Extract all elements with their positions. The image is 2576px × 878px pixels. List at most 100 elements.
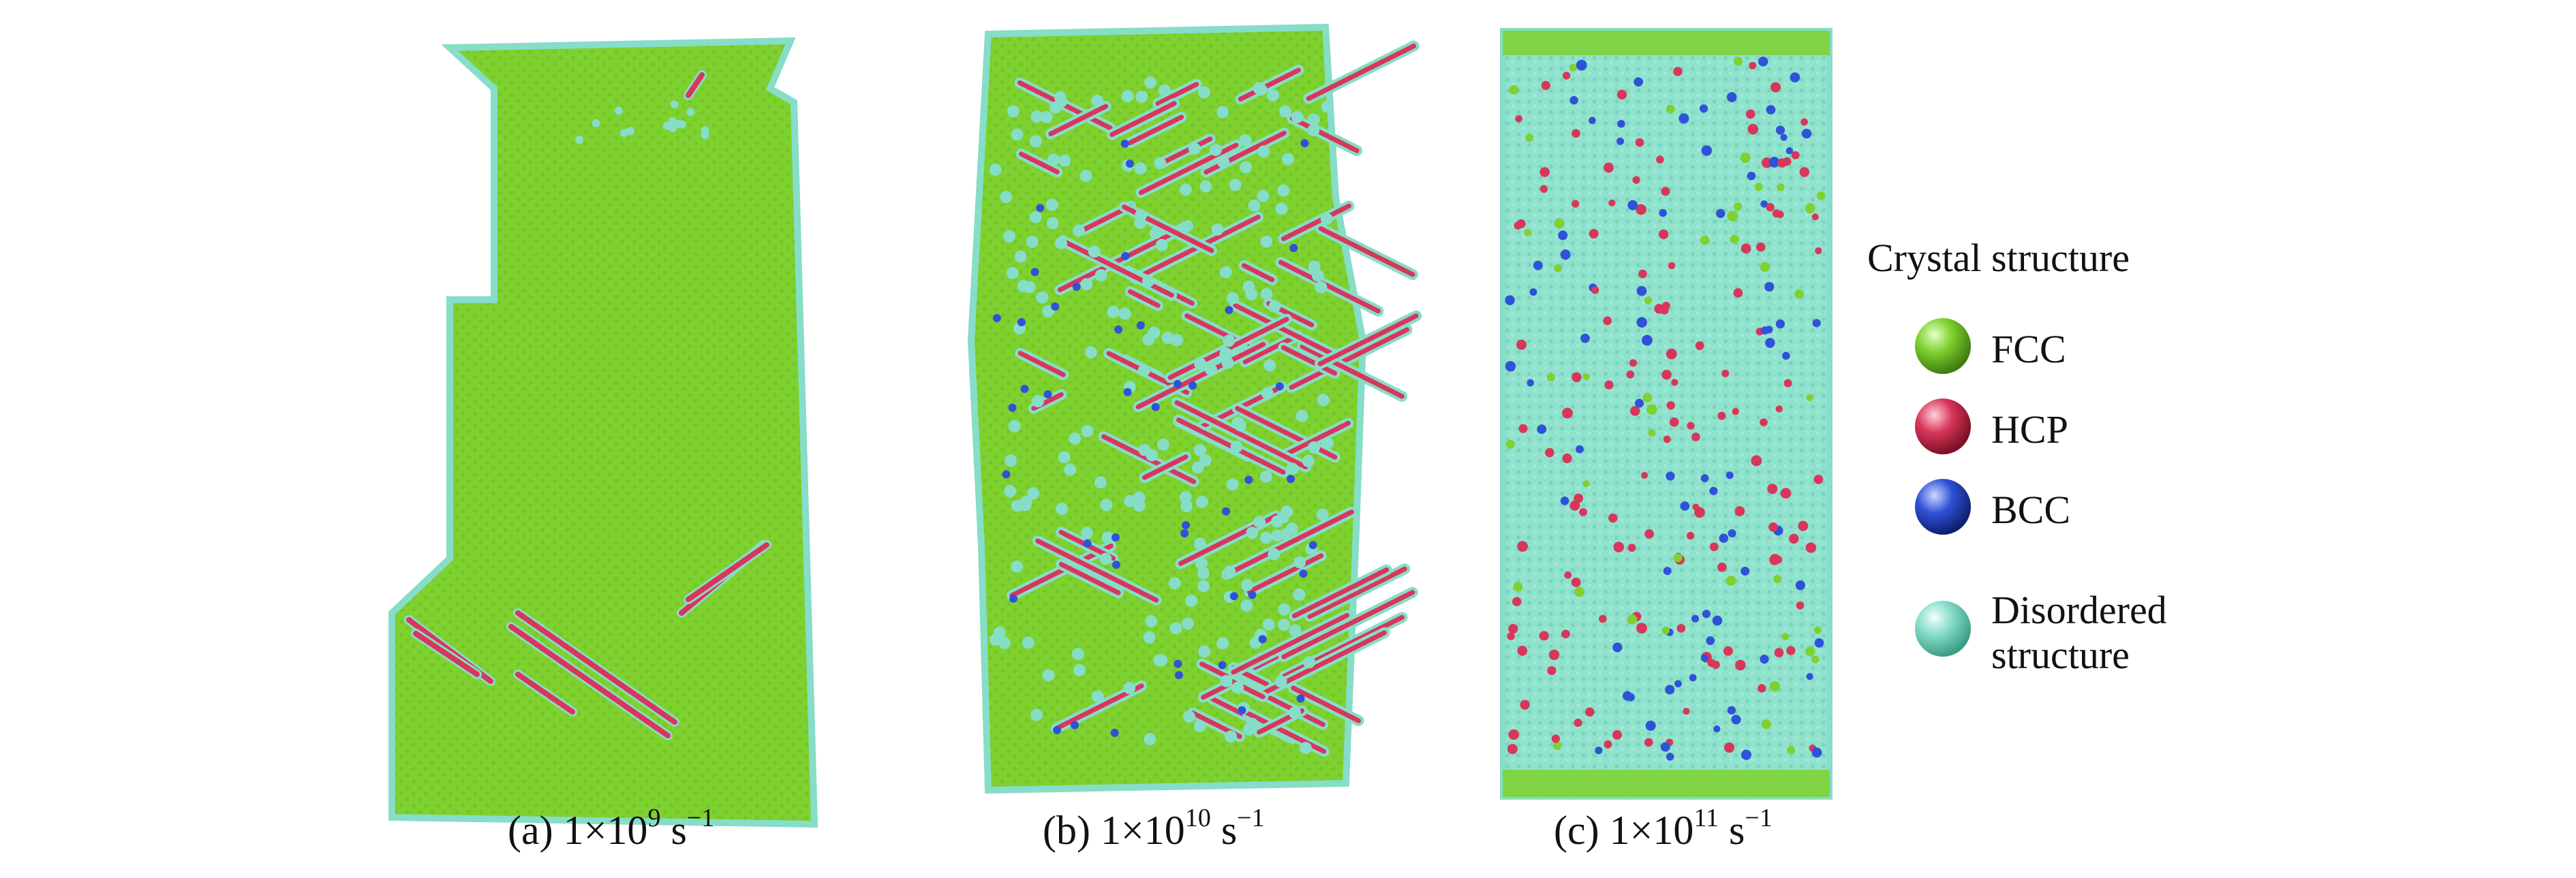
bcc-atom: [1248, 591, 1257, 599]
defect-atom: [1726, 471, 1734, 480]
defect-atom: [1541, 80, 1550, 91]
defect-atom: [1663, 435, 1671, 443]
defect-atom: [1569, 96, 1578, 105]
defect-atom: [1604, 380, 1614, 390]
panel-a-shear-bands: [404, 70, 771, 740]
disordered-atom: [1194, 357, 1207, 370]
hcp-band: [1306, 44, 1417, 101]
bcc-atom: [1008, 403, 1017, 412]
defect-atom: [1706, 636, 1715, 646]
hcp-band: [1289, 116, 1360, 153]
defect-atom: [1806, 672, 1813, 680]
disordered-atom: [1079, 170, 1092, 183]
hcp-band: [508, 624, 671, 738]
defect-atom: [1813, 474, 1824, 484]
defect-atom: [1666, 471, 1675, 481]
hcp-band: [1289, 327, 1410, 390]
hcp-band: [1155, 82, 1199, 106]
panel-c-defect-atoms: [1505, 57, 1826, 761]
defect-atom: [1576, 59, 1587, 71]
defect-atom: [1700, 104, 1708, 113]
disordered-atom: [1179, 490, 1192, 503]
disordered-atom: [1307, 124, 1320, 137]
disordered-atom: [1040, 111, 1053, 124]
disordered-atom: [1295, 409, 1308, 422]
disordered-atom: [1311, 269, 1324, 282]
disordered-atom: [1211, 223, 1224, 236]
disordered-atom: [1182, 710, 1195, 723]
disordered-atom: [1286, 462, 1299, 475]
defect-atom: [1805, 203, 1815, 214]
defect-atom: [1813, 626, 1822, 634]
hcp-band: [515, 672, 575, 715]
legend-item-fcc: FCC: [1915, 322, 2392, 383]
disordered-atom: [1199, 180, 1212, 193]
disordered-atom: [1158, 84, 1171, 97]
disordered-atom: [1069, 432, 1082, 445]
disordered-atom: [1073, 663, 1086, 676]
disordered-atom: [1203, 361, 1216, 374]
defect-atom: [1687, 531, 1695, 540]
defect-atom: [1805, 646, 1815, 657]
defect-atom: [1642, 392, 1653, 403]
defect-atom: [1814, 638, 1824, 648]
defect-atom: [1747, 171, 1756, 181]
disordered-atom: [1316, 508, 1329, 521]
disordered-atom: [1299, 742, 1312, 755]
defect-atom: [1627, 614, 1638, 625]
disordered-atom: [1161, 332, 1174, 345]
defect-atom: [1741, 243, 1751, 254]
disordered-atom: [1198, 645, 1211, 658]
defect-atom: [1766, 105, 1776, 114]
defect-atom: [1551, 734, 1561, 743]
disordered-atom: [1143, 631, 1156, 644]
defect-atom: [1773, 574, 1782, 583]
disordered-atom: [1046, 217, 1059, 230]
disordered-atom: [1317, 394, 1330, 407]
disordered-atom: [1246, 527, 1259, 539]
disordered-atom: [1267, 89, 1280, 102]
defect-atom: [1612, 730, 1623, 740]
disordered-atom: [1195, 495, 1208, 508]
disordered-atom: [1091, 690, 1104, 703]
defect-atom: [1669, 417, 1679, 427]
disordered-atom: [1014, 250, 1027, 263]
defect-atom: [1524, 228, 1532, 236]
defect-atom: [1782, 351, 1790, 360]
defect-atom: [1768, 157, 1780, 168]
disordered-atom: [1261, 387, 1274, 400]
panel-b-shear-bands: [989, 40, 1422, 757]
defect-atom: [1612, 642, 1623, 653]
bcc-atom: [1002, 470, 1011, 479]
defect-atom: [1518, 424, 1528, 433]
disordered-atom: [1260, 235, 1273, 248]
defect-atom: [1799, 167, 1810, 177]
disordered-atom: [1029, 135, 1042, 148]
defect-atom: [1791, 151, 1800, 159]
defect-atom: [1790, 72, 1800, 82]
legend-label-disordered-2: structure: [1991, 633, 2130, 677]
defect-atom: [1812, 319, 1821, 328]
disordered-atom: [686, 108, 695, 116]
bcc-atom: [1070, 721, 1079, 730]
defect-atom: [1661, 369, 1672, 380]
bcc-atom: [1121, 252, 1130, 261]
hcp-band: [1035, 538, 1159, 603]
defect-atom: [1599, 614, 1607, 623]
defect-atom: [1767, 484, 1778, 495]
defect-atom: [1783, 157, 1792, 166]
disordered-atom: [1278, 618, 1291, 631]
defect-atom: [1545, 448, 1554, 458]
disordered-atom: [1047, 153, 1060, 166]
hcp-band: [686, 542, 769, 602]
defect-atom: [1754, 183, 1763, 191]
disordered-atom: [592, 119, 600, 127]
disordered-atom: [1133, 217, 1146, 230]
disordered-atom: [1134, 162, 1147, 175]
hcp-band: [1174, 400, 1308, 470]
defect-atom: [1660, 306, 1669, 315]
bcc-atom: [1189, 381, 1197, 390]
bcc-atom: [1229, 592, 1238, 601]
disordered-atom: [1239, 134, 1252, 147]
defect-atom: [1674, 680, 1682, 688]
